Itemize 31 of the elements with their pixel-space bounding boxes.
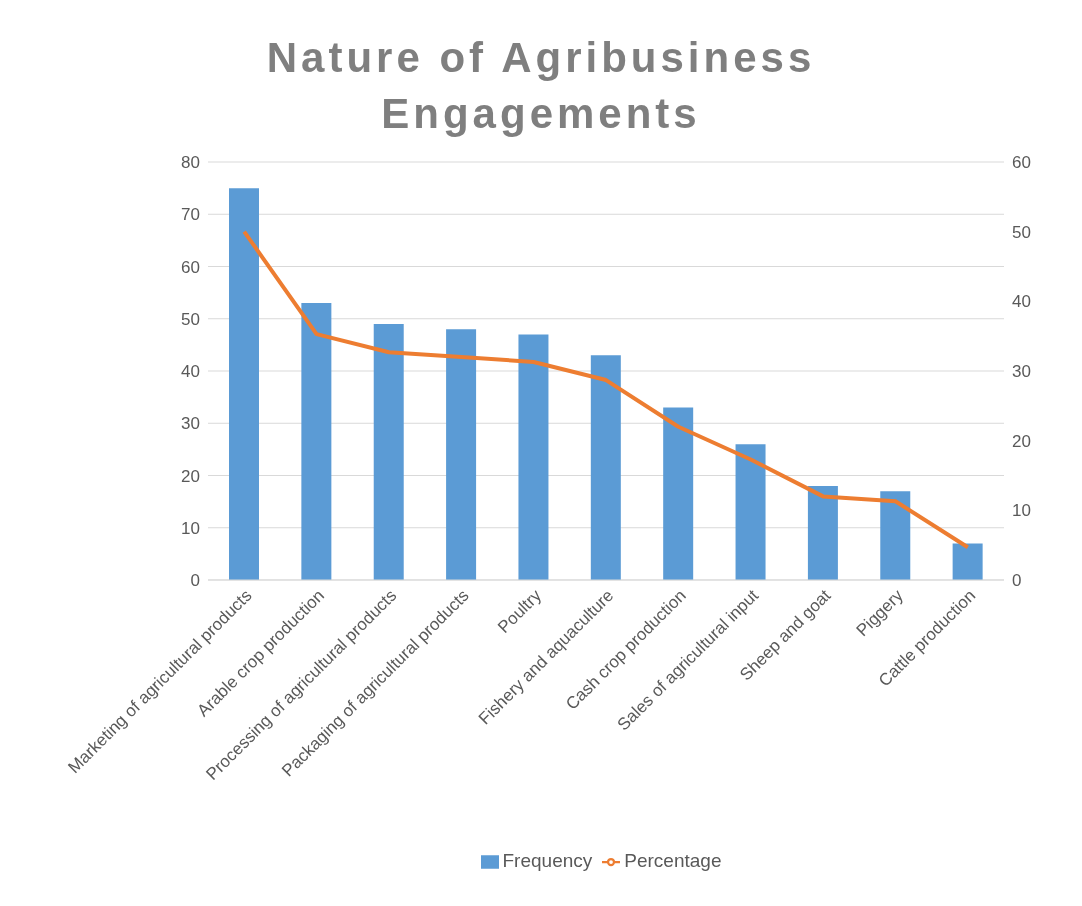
y-tick-label: 0	[190, 571, 200, 591]
bar	[807, 485, 838, 580]
y2-tick-label: 10	[1012, 501, 1031, 521]
legend-label: Percentage	[624, 850, 722, 871]
bar	[229, 188, 259, 580]
bar	[446, 329, 477, 580]
bar	[735, 444, 766, 580]
y-tick-label: 10	[181, 518, 200, 538]
y-tick-label: 60	[181, 257, 200, 277]
bar	[590, 355, 621, 580]
y-tick-label: 20	[181, 466, 200, 486]
bar	[952, 543, 983, 580]
y2-tick-label: 20	[1012, 431, 1031, 451]
bar	[663, 407, 694, 580]
y2-tick-label: 60	[1012, 153, 1031, 173]
y-tick-label: 70	[181, 205, 200, 225]
bar	[301, 303, 332, 580]
line-series	[242, 229, 970, 550]
y-tick-label: 80	[181, 153, 200, 173]
y2-tick-label: 0	[1012, 571, 1022, 591]
y-tick-label: 40	[181, 362, 200, 382]
y-tick-label: 30	[181, 414, 200, 434]
y-tick-label: 50	[181, 309, 200, 329]
y2-tick-label: 30	[1012, 362, 1031, 382]
y2-tick-label: 40	[1012, 292, 1031, 312]
y2-tick-label: 50	[1012, 222, 1031, 242]
legend-label: Frequency	[502, 850, 593, 871]
bar	[373, 323, 404, 580]
chart-title: Nature of Agribusiness Engagements	[265, 33, 817, 139]
bar	[880, 491, 911, 580]
bar	[518, 334, 549, 580]
